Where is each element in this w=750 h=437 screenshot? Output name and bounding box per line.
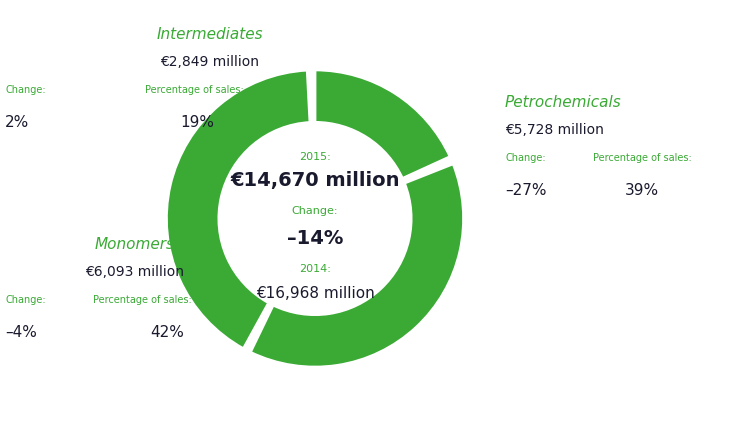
Text: Change:: Change: (505, 153, 545, 163)
Text: Percentage of sales:: Percentage of sales: (145, 85, 244, 95)
Text: €16,968 million: €16,968 million (256, 286, 374, 301)
Text: 19%: 19% (180, 115, 214, 130)
Text: Percentage of sales:: Percentage of sales: (593, 153, 692, 163)
Text: –14%: –14% (286, 229, 344, 248)
Text: €5,728 million: €5,728 million (505, 123, 604, 137)
Wedge shape (166, 70, 310, 349)
Text: Change:: Change: (5, 85, 46, 95)
Text: Intermediates: Intermediates (157, 27, 263, 42)
Text: –4%: –4% (5, 325, 37, 340)
Text: 2015:: 2015: (299, 152, 331, 162)
Text: Monomers: Monomers (95, 237, 175, 252)
Text: 2%: 2% (5, 115, 29, 130)
Text: Petrochemicals: Petrochemicals (505, 95, 622, 110)
Text: €2,849 million: €2,849 million (160, 55, 260, 69)
Text: Change:: Change: (5, 295, 46, 305)
Text: 2014:: 2014: (299, 264, 331, 274)
Text: 39%: 39% (625, 183, 659, 198)
Text: €6,093 million: €6,093 million (86, 265, 184, 279)
Text: 42%: 42% (150, 325, 184, 340)
Wedge shape (251, 164, 464, 367)
Text: Change:: Change: (292, 205, 338, 215)
Text: –27%: –27% (505, 183, 547, 198)
Wedge shape (315, 70, 450, 178)
Text: €14,670 million: €14,670 million (230, 171, 400, 190)
Text: Percentage of sales:: Percentage of sales: (93, 295, 192, 305)
